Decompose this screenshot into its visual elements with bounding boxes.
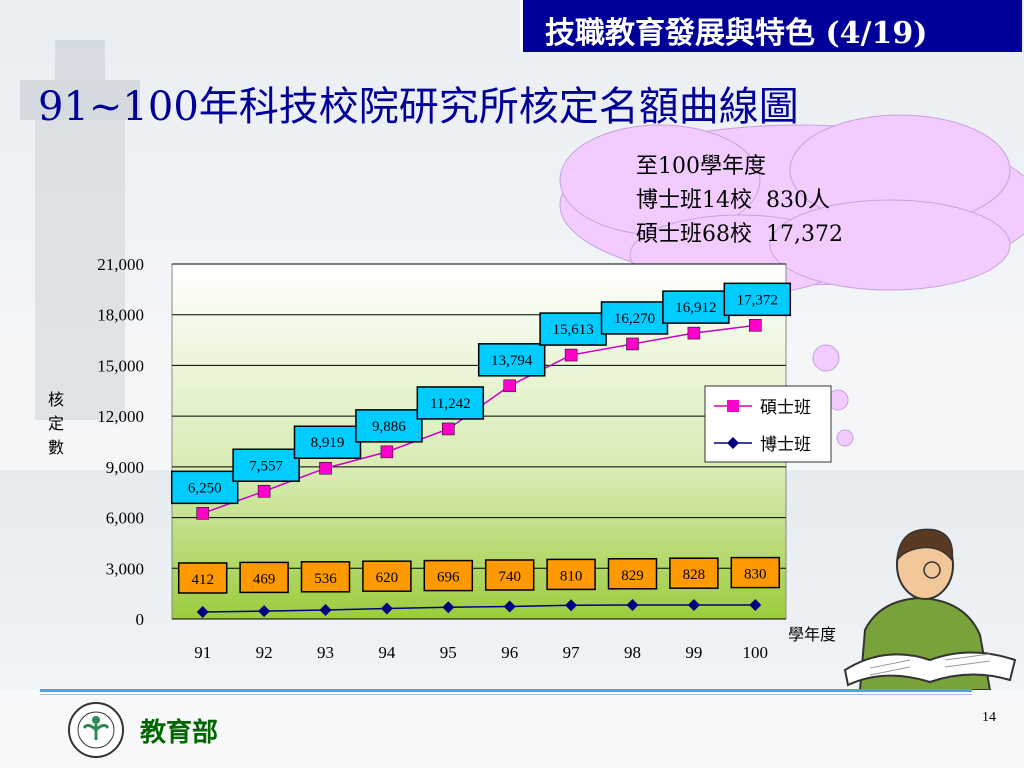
y-tick-label: 6,000 — [106, 509, 144, 528]
doctoral-data-label: 469 — [253, 571, 276, 587]
y-tick-label: 0 — [136, 610, 145, 629]
doctoral-point — [319, 603, 332, 616]
legend-doctoral-marker — [727, 437, 739, 449]
doctoral-point — [626, 598, 639, 611]
doctoral-data-label: 740 — [498, 569, 521, 585]
footer-divider-thin — [40, 694, 972, 695]
masters-point — [564, 348, 578, 362]
masters-data-label: 7,557 — [249, 458, 283, 474]
masters-label-box — [416, 386, 485, 420]
masters-data-label: 11,242 — [430, 396, 471, 412]
masters-data-label: 15,613 — [552, 322, 593, 338]
doctoral-data-label: 829 — [621, 568, 644, 584]
doctoral-data-label: 810 — [560, 568, 583, 584]
doctoral-point — [380, 602, 393, 615]
doctoral-point — [687, 599, 700, 612]
footer-divider — [40, 689, 972, 692]
y-axis-label: 核定數 — [48, 391, 64, 457]
doctoral-label-box — [362, 560, 412, 592]
header-banner — [520, 0, 1022, 52]
note-line: 碩士班68校 17,372 — [636, 222, 843, 247]
doctoral-data-label: 412 — [191, 572, 214, 588]
masters-label-box — [539, 312, 607, 346]
doctoral-data-label: 536 — [314, 571, 337, 587]
legend-masters-marker — [727, 400, 739, 412]
doctoral-point — [196, 606, 209, 619]
x-tick-label: 98 — [624, 643, 641, 662]
doctoral-data-label: 830 — [744, 567, 767, 583]
doctoral-point — [258, 605, 271, 618]
masters-point — [257, 485, 271, 498]
lighthouse-background-image — [20, 40, 140, 420]
note-line: 博士班14校 830人 — [636, 188, 830, 213]
y-tick-label: 9,000 — [106, 458, 144, 477]
y-tick-label: 3,000 — [106, 559, 144, 578]
doctoral-label-box — [669, 557, 719, 589]
x-tick-label: 96 — [501, 643, 518, 662]
x-tick-label: 99 — [685, 643, 702, 662]
note-line: 至100學年度 — [636, 154, 766, 179]
masters-point — [503, 379, 516, 393]
doctoral-label-box — [730, 556, 781, 589]
x-tick-label: 92 — [256, 643, 273, 662]
legend-doctoral-label: 博士班 — [760, 435, 811, 454]
page-number: 14 — [982, 710, 996, 725]
y-tick-label: 12,000 — [97, 407, 144, 426]
masters-data-label: 16,912 — [675, 300, 716, 316]
reading-man-illustration — [843, 528, 1017, 690]
masters-data-label: 8,919 — [311, 435, 345, 451]
x-tick-label: 93 — [317, 643, 334, 662]
x-tick-label: 95 — [440, 643, 457, 662]
masters-label-box — [293, 425, 362, 459]
masters-label-box — [232, 448, 300, 483]
x-tick-label: 94 — [378, 643, 396, 662]
y-tick-label: 15,000 — [97, 356, 144, 375]
masters-point — [196, 507, 209, 520]
doctoral-label-box — [177, 562, 228, 594]
x-tick-label: 97 — [563, 643, 581, 662]
masters-point — [380, 445, 394, 459]
doctoral-point — [565, 599, 578, 612]
y-tick-label: 18,000 — [97, 306, 144, 325]
doctoral-label-box — [300, 561, 351, 593]
masters-point — [749, 319, 762, 332]
masters-point — [626, 337, 639, 351]
doctoral-data-label: 620 — [376, 570, 399, 586]
masters-point — [319, 461, 332, 475]
header-title: 技職教育發展與特色 (4/19) — [545, 16, 928, 51]
masters-data-label: 13,794 — [491, 353, 533, 369]
y-tick-label: 21,000 — [97, 255, 144, 274]
doctoral-label-box — [546, 558, 596, 591]
doctoral-point — [749, 598, 762, 611]
masters-data-label: 16,270 — [614, 311, 655, 327]
doctoral-label-box — [239, 561, 289, 594]
masters-point — [442, 422, 455, 436]
masters-point — [687, 326, 701, 340]
masters-label-box — [170, 470, 239, 505]
doctoral-label-box — [484, 559, 535, 591]
doctoral-data-label: 828 — [683, 567, 706, 583]
x-axis-label: 學年度 — [788, 626, 836, 644]
masters-data-label: 6,250 — [188, 480, 222, 496]
masters-label-box — [477, 343, 546, 377]
legend-masters-label: 碩士班 — [760, 398, 811, 417]
doctoral-line — [202, 604, 756, 613]
doctoral-data-label: 696 — [437, 570, 460, 586]
ministry-logo — [68, 702, 124, 758]
doctoral-point — [503, 600, 516, 613]
masters-label-box — [723, 282, 792, 317]
x-tick-label: 100 — [743, 643, 769, 662]
doctoral-label-box — [607, 558, 658, 590]
cloud-note: 至100學年度博士班14校 830人 碩士班68校 17,372 — [636, 150, 843, 252]
masters-label-box — [355, 409, 423, 443]
footer-ministry-name: 教育部 — [140, 718, 219, 748]
legend-box — [704, 385, 832, 463]
doctoral-label-box — [423, 559, 474, 592]
doctoral-point — [442, 601, 455, 614]
masters-data-label: 9,886 — [372, 419, 406, 435]
slide-title: 91~100年科技校院研究所核定名額曲線圖 — [38, 84, 799, 130]
masters-data-label: 17,372 — [737, 292, 778, 308]
x-tick-label: 91 — [194, 643, 211, 662]
